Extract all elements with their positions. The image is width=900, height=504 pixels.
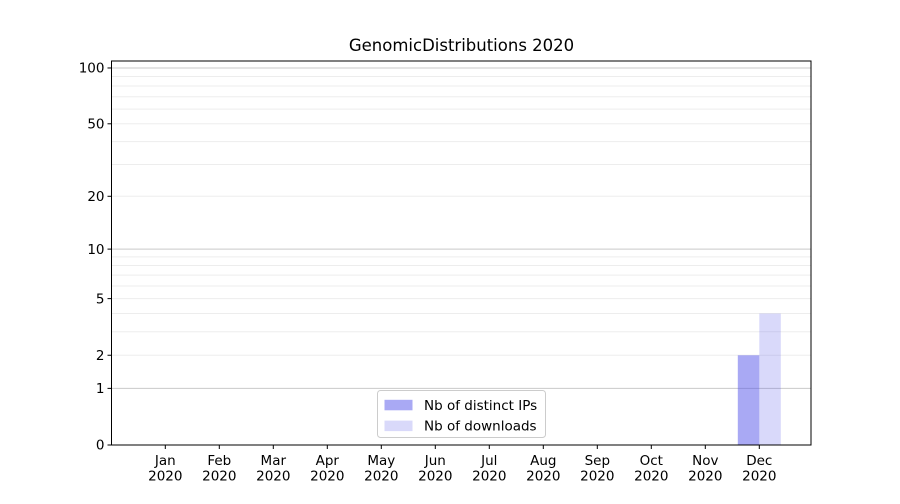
gridlines [111,67,811,389]
y-tick-label-20: 20 [87,189,104,205]
x-tick-year-sep: 2020 [580,469,614,485]
legend-label-nb-of-distinct-ips: Nb of distinct IPs [424,398,537,414]
x-tick-year-may: 2020 [364,469,398,485]
y-axis: 0 1 2 5 10 20 50 100 [79,61,112,454]
x-tick-month-aug: Aug [530,453,556,469]
y-tick-label-0: 0 [96,438,105,454]
x-tick-year-apr: 2020 [310,469,344,485]
x-tick-month-may: May [367,453,395,469]
legend-swatch-nb-of-distinct-ips [384,399,413,411]
chart-title: GenomicDistributions 2020 [349,36,574,55]
x-axis: Jan2020Feb2020Mar2020Apr2020May2020Jun20… [148,445,776,485]
x-tick-year-dec: 2020 [742,469,776,485]
legend-box [377,390,546,438]
y-tick-label-2: 2 [96,348,105,364]
legend-swatch-nb-of-downloads [384,420,413,432]
bars [737,313,781,445]
x-tick-year-feb: 2020 [202,469,236,485]
y-tick-label-5: 5 [96,291,105,307]
y-tick-label-100: 100 [79,61,105,77]
x-tick-month-oct: Oct [640,453,663,469]
bar-dec-nb-of-downloads [759,313,781,445]
x-tick-year-nov: 2020 [688,469,722,485]
x-tick-month-jan: Jan [154,453,176,469]
bar-dec-nb-of-distinct-ips [737,355,760,445]
x-tick-year-oct: 2020 [634,469,668,485]
x-tick-year-jul: 2020 [472,469,506,485]
x-tick-year-jan: 2020 [148,469,182,485]
plot-frame [111,60,812,446]
x-tick-month-sep: Sep [585,453,610,469]
x-tick-year-mar: 2020 [256,469,290,485]
legend: Nb of distinct IPs Nb of downloads [377,390,546,438]
x-tick-month-feb: Feb [207,453,231,469]
y-tick-label-50: 50 [87,116,104,132]
x-tick-month-apr: Apr [316,453,340,469]
y-tick-label-1: 1 [96,381,105,397]
x-tick-month-jul: Jul [480,453,497,469]
x-tick-month-nov: Nov [692,453,718,469]
y-tick-label-10: 10 [87,242,104,258]
x-tick-month-mar: Mar [261,453,287,469]
x-tick-year-aug: 2020 [526,469,560,485]
x-tick-month-jun: Jun [424,453,446,469]
legend-label-nb-of-downloads: Nb of downloads [424,419,537,435]
x-tick-month-dec: Dec [746,453,772,469]
x-tick-year-jun: 2020 [418,469,452,485]
